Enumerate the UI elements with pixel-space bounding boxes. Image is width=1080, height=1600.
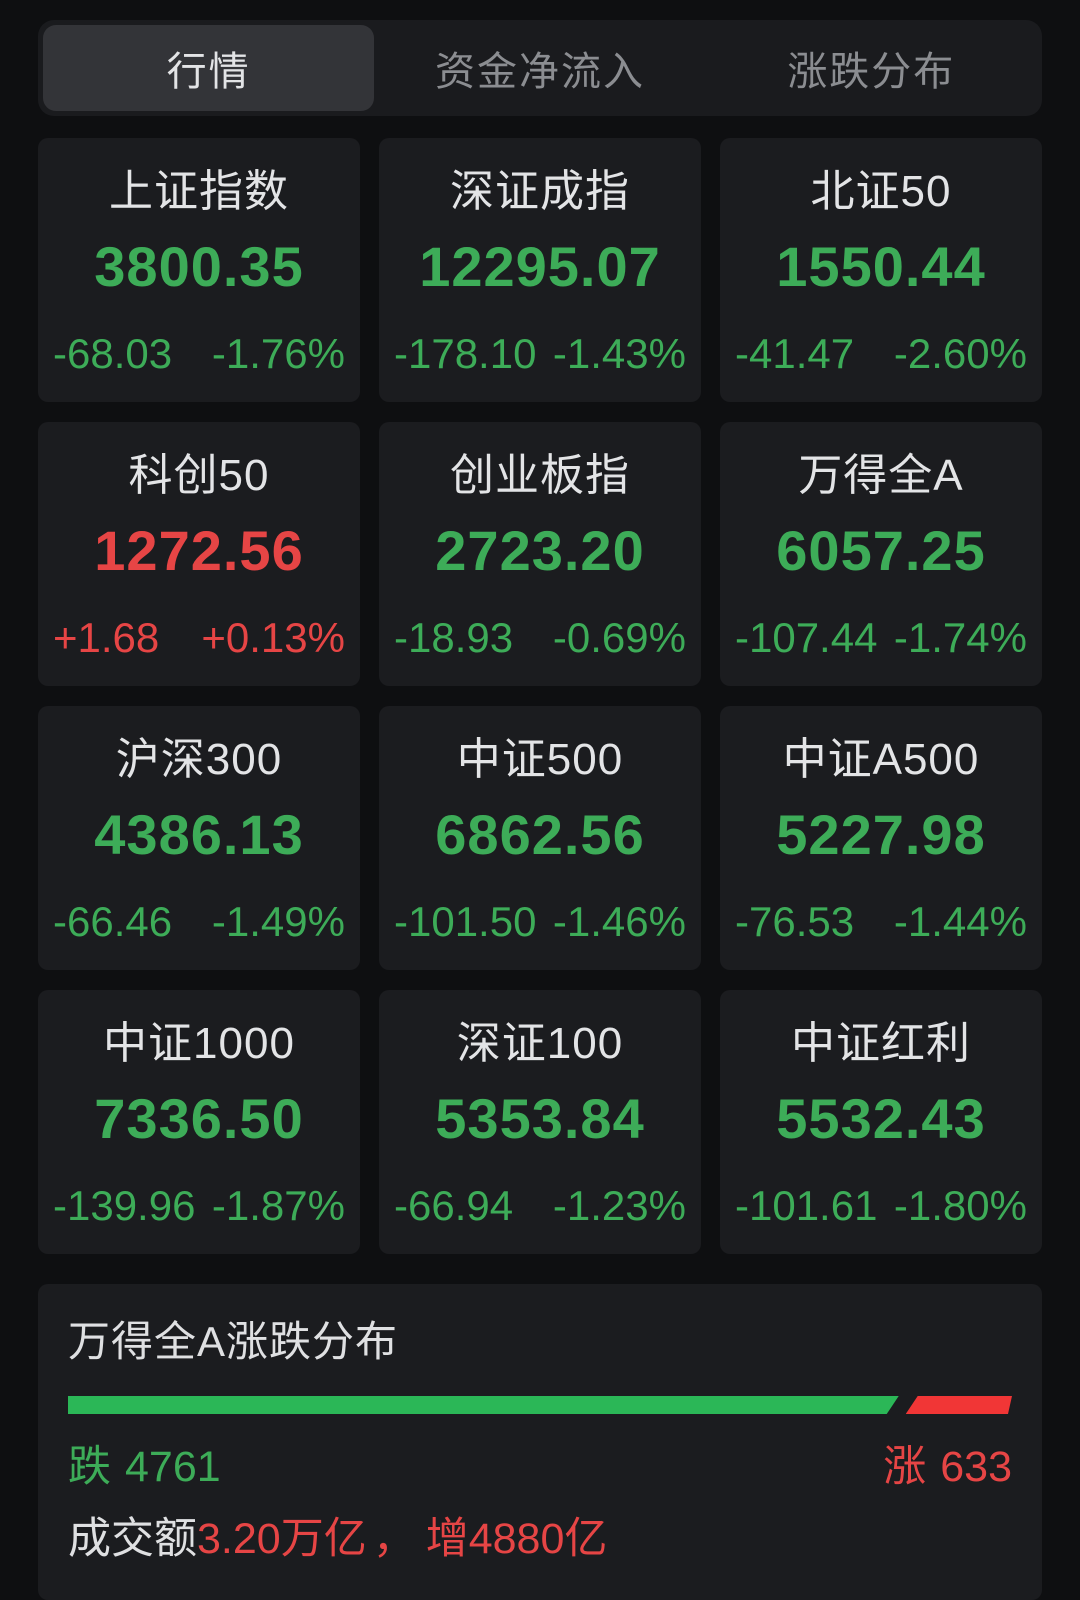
index-name: 中证500 xyxy=(456,735,624,784)
advancers-number: 633 xyxy=(940,1443,1012,1491)
bar-down-segment xyxy=(68,1396,899,1414)
index-change-row: +1.68 +0.13% xyxy=(53,614,345,662)
index-change-row: -68.03 -1.76% xyxy=(53,330,345,378)
index-value: 5353.84 xyxy=(435,1087,645,1150)
distribution-title: 万得全A涨跌分布 xyxy=(68,1318,399,1365)
index-name: 科创50 xyxy=(128,451,270,500)
index-card[interactable]: 深证成指 12295.07 -178.10 -1.43% xyxy=(379,138,701,402)
updown-bar xyxy=(68,1396,1012,1414)
index-change: -107.44 xyxy=(735,614,878,661)
index-grid: 上证指数 3800.35 -68.03 -1.76% 深证成指 12295.07… xyxy=(38,138,1042,1254)
turnover-label: 成交额 xyxy=(68,1515,197,1563)
index-value: 4386.13 xyxy=(94,803,304,866)
turnover-line: 成交额3.20万亿，增4880亿 xyxy=(68,1514,1012,1564)
index-name: 中证1000 xyxy=(103,1019,295,1068)
page: 行情 资金净流入 涨跌分布 上证指数 3800.35 -68.03 -1.76%… xyxy=(38,20,1042,1254)
advancers-label: 涨 xyxy=(883,1443,927,1491)
index-change-pct: -0.69% xyxy=(552,614,686,661)
index-change-row: -101.50 -1.46% xyxy=(394,898,686,946)
index-card[interactable]: 万得全A 6057.25 -107.44 -1.74% xyxy=(720,422,1042,686)
index-card[interactable]: 中证1000 7336.50 -139.96 -1.87% xyxy=(38,990,360,1254)
index-change: -18.93 xyxy=(394,614,514,661)
index-name: 上证指数 xyxy=(109,167,289,216)
index-change: -41.47 xyxy=(735,330,855,377)
index-change-row: -178.10 -1.43% xyxy=(394,330,686,378)
index-card[interactable]: 中证500 6862.56 -101.50 -1.46% xyxy=(379,706,701,970)
index-change-pct: -1.80% xyxy=(893,1182,1027,1229)
index-change-pct: +0.13% xyxy=(201,614,345,661)
index-value: 12295.07 xyxy=(419,235,661,298)
index-change: -101.50 xyxy=(394,898,537,945)
index-card[interactable]: 上证指数 3800.35 -68.03 -1.76% xyxy=(38,138,360,402)
index-change: -76.53 xyxy=(735,898,855,945)
index-change-pct: -2.60% xyxy=(893,330,1027,377)
index-name: 深证成指 xyxy=(450,167,630,216)
index-value: 5227.98 xyxy=(776,803,986,866)
turnover-comma: ， xyxy=(372,1515,416,1563)
index-card[interactable]: 中证A500 5227.98 -76.53 -1.44% xyxy=(720,706,1042,970)
index-change-pct: -1.43% xyxy=(552,330,686,377)
distribution-panel: 万得全A涨跌分布 跌 4761 涨 633 成交额3.20万亿，增4880亿 xyxy=(38,1284,1042,1600)
index-value: 1272.56 xyxy=(94,519,304,582)
index-value: 3800.35 xyxy=(94,235,304,298)
turnover-value: 3.20万亿 xyxy=(197,1515,367,1563)
decliners-number: 4761 xyxy=(125,1443,221,1491)
index-change-pct: -1.49% xyxy=(211,898,345,945)
index-value: 7336.50 xyxy=(94,1087,304,1150)
index-change-pct: -1.87% xyxy=(211,1182,345,1229)
index-change: -139.96 xyxy=(53,1182,196,1229)
bar-up-segment xyxy=(906,1396,1012,1414)
index-name: 北证50 xyxy=(810,167,952,216)
index-change-pct: -1.76% xyxy=(211,330,345,377)
turnover-change: 增4880亿 xyxy=(425,1515,608,1563)
index-change-row: -18.93 -0.69% xyxy=(394,614,686,662)
tab-quotes[interactable]: 行情 xyxy=(43,25,375,111)
index-value: 5532.43 xyxy=(776,1087,986,1150)
tab-bar: 行情 资金净流入 涨跌分布 xyxy=(38,20,1042,116)
index-card[interactable]: 科创50 1272.56 +1.68 +0.13% xyxy=(38,422,360,686)
index-card[interactable]: 北证50 1550.44 -41.47 -2.60% xyxy=(720,138,1042,402)
index-card[interactable]: 深证100 5353.84 -66.94 -1.23% xyxy=(379,990,701,1254)
updown-counts: 跌 4761 涨 633 xyxy=(68,1442,1012,1492)
index-card[interactable]: 中证红利 5532.43 -101.61 -1.80% xyxy=(720,990,1042,1254)
decliners-label: 跌 xyxy=(68,1443,111,1491)
index-change-pct: -1.74% xyxy=(893,614,1027,661)
index-change-pct: -1.23% xyxy=(552,1182,686,1229)
index-change-pct: -1.44% xyxy=(893,898,1027,945)
index-name: 中证A500 xyxy=(782,735,980,784)
index-change: -66.46 xyxy=(53,898,173,945)
index-change-row: -107.44 -1.74% xyxy=(735,614,1027,662)
index-change-row: -101.61 -1.80% xyxy=(735,1182,1027,1230)
index-name: 创业板指 xyxy=(450,451,630,500)
index-change-row: -41.47 -2.60% xyxy=(735,330,1027,378)
index-card[interactable]: 创业板指 2723.20 -18.93 -0.69% xyxy=(379,422,701,686)
index-change-row: -139.96 -1.87% xyxy=(53,1182,345,1230)
index-value: 6862.56 xyxy=(435,803,645,866)
index-change: -178.10 xyxy=(394,330,537,377)
index-change-row: -66.94 -1.23% xyxy=(394,1182,686,1230)
index-change-pct: -1.46% xyxy=(552,898,686,945)
index-value: 6057.25 xyxy=(776,519,986,582)
index-change: -101.61 xyxy=(735,1182,878,1229)
index-name: 沪深300 xyxy=(115,735,283,784)
index-change: -66.94 xyxy=(394,1182,514,1229)
index-change: -68.03 xyxy=(53,330,173,377)
index-name: 万得全A xyxy=(798,451,964,500)
index-card[interactable]: 沪深300 4386.13 -66.46 -1.49% xyxy=(38,706,360,970)
index-name: 深证100 xyxy=(456,1019,624,1068)
index-name: 中证红利 xyxy=(791,1019,971,1068)
tab-updown-distribution[interactable]: 涨跌分布 xyxy=(787,50,956,94)
index-value: 2723.20 xyxy=(435,519,645,582)
index-value: 1550.44 xyxy=(776,235,986,298)
decliners-count: 跌 4761 xyxy=(68,1442,221,1492)
advancers-count: 涨 633 xyxy=(883,1442,1012,1492)
index-change-row: -76.53 -1.44% xyxy=(735,898,1027,946)
index-change: +1.68 xyxy=(53,614,160,661)
tab-net-inflow[interactable]: 资金净流入 xyxy=(434,50,645,94)
index-change-row: -66.46 -1.49% xyxy=(53,898,345,946)
